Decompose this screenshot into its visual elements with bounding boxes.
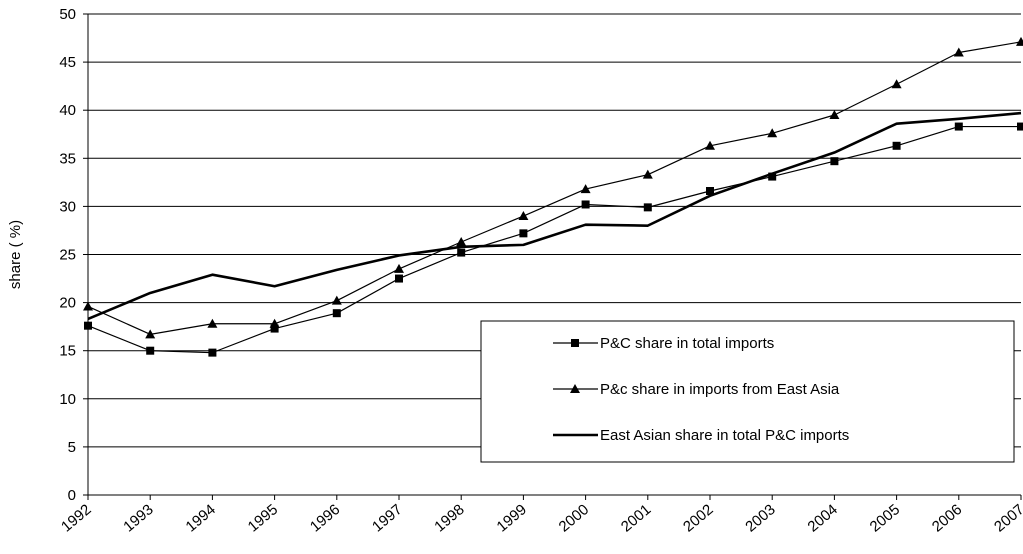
y-tick-label: 25: [59, 247, 76, 264]
legend: P&C share in total imports P&c share in i…: [480, 320, 1015, 463]
x-tick-label: 1998: [431, 501, 467, 535]
data-point-triangle: [331, 295, 342, 305]
series-line: [87, 111, 1022, 321]
x-tick-label: 1995: [245, 501, 281, 535]
x-tick-label: 1997: [369, 501, 405, 535]
x-tick-label: 1996: [307, 501, 343, 535]
y-tick-label: 0: [68, 487, 76, 504]
x-tick-label: 2000: [556, 501, 592, 535]
data-point-triangle: [642, 169, 653, 179]
x-tick-label: 2007: [991, 501, 1023, 535]
data-point-square: [571, 339, 579, 347]
data-point-triangle: [570, 384, 580, 393]
x-tick-label: 2005: [867, 501, 903, 535]
y-tick-label: 45: [59, 54, 76, 71]
y-tick-label: 20: [59, 295, 76, 312]
data-point-triangle: [83, 301, 93, 311]
data-point-square: [208, 348, 217, 357]
y-tick-label: 35: [59, 150, 76, 167]
data-point-square: [706, 187, 714, 196]
x-tick-label: 2002: [680, 501, 716, 535]
data-point-square: [954, 122, 963, 131]
x-tick-label: 2001: [618, 501, 654, 535]
data-point-triangle: [518, 211, 529, 221]
y-tick-label: 30: [59, 198, 76, 215]
x-tick-label: 1994: [182, 501, 218, 535]
y-tick-label: 10: [59, 391, 76, 408]
data-point-triangle: [705, 140, 715, 150]
x-tick-label: 1999: [493, 501, 529, 535]
y-axis-title: share ( %): [7, 220, 24, 289]
data-point-square: [1017, 122, 1023, 131]
data-point-triangle: [207, 318, 218, 328]
legend-label: East Asian share in total P&C imports: [600, 427, 849, 444]
y-tick-labels: 0 5 10 15 20 25 30 35 40 45 50: [59, 6, 76, 504]
data-point-triangle: [394, 263, 404, 273]
y-tick-label: 5: [68, 439, 76, 456]
data-point-triangle: [269, 318, 280, 328]
x-tick-labels: 1992 1993 1994 1995 1996 1997 1998 1999 2000 2001…: [58, 501, 1023, 535]
data-point-square: [519, 229, 528, 238]
data-point-triangle: [767, 128, 778, 138]
legend-item: East Asian share in total P&C imports: [553, 427, 849, 444]
data-point-triangle: [145, 329, 156, 339]
series-lines: [83, 36, 1023, 357]
legend-label: P&c share in imports from East Asia: [600, 381, 840, 398]
data-point-square: [581, 200, 590, 209]
series-line: [87, 41, 1022, 335]
x-tick-label: 2004: [804, 501, 840, 535]
x-tick-label: 1992: [58, 501, 94, 535]
series-1: [84, 122, 1023, 357]
series-line: [87, 125, 1021, 354]
data-point-triangle: [1016, 36, 1023, 46]
data-point-square: [892, 141, 901, 150]
data-point-triangle: [456, 236, 467, 246]
data-point-triangle: [953, 47, 964, 57]
legend-label: P&C share in total imports: [600, 335, 774, 352]
x-tick-label: 2006: [929, 501, 965, 535]
data-point-square: [643, 203, 652, 212]
data-point-square: [457, 248, 466, 257]
data-point-square: [768, 172, 777, 181]
legend-item: P&C share in total imports: [553, 335, 774, 352]
legend-item: P&c share in imports from East Asia: [553, 381, 840, 398]
x-tick-label: 2003: [742, 501, 778, 535]
data-point-square: [84, 321, 92, 330]
data-point-triangle: [829, 110, 840, 120]
x-tick-label: 1993: [120, 501, 156, 535]
series-3: [87, 111, 1022, 321]
series-2: [83, 36, 1023, 339]
y-tick-label: 15: [59, 343, 76, 360]
axes: [87, 14, 1022, 500]
data-point-square: [395, 274, 403, 283]
data-point-triangle: [580, 184, 591, 194]
data-point-square: [270, 324, 279, 333]
y-tick-label: 50: [59, 6, 76, 23]
y-tick-label: 40: [59, 102, 76, 119]
data-point-square: [146, 346, 155, 355]
data-point-square: [332, 309, 341, 318]
data-point-square: [830, 157, 839, 166]
legend-box: [480, 320, 1015, 463]
data-point-triangle: [891, 79, 902, 89]
